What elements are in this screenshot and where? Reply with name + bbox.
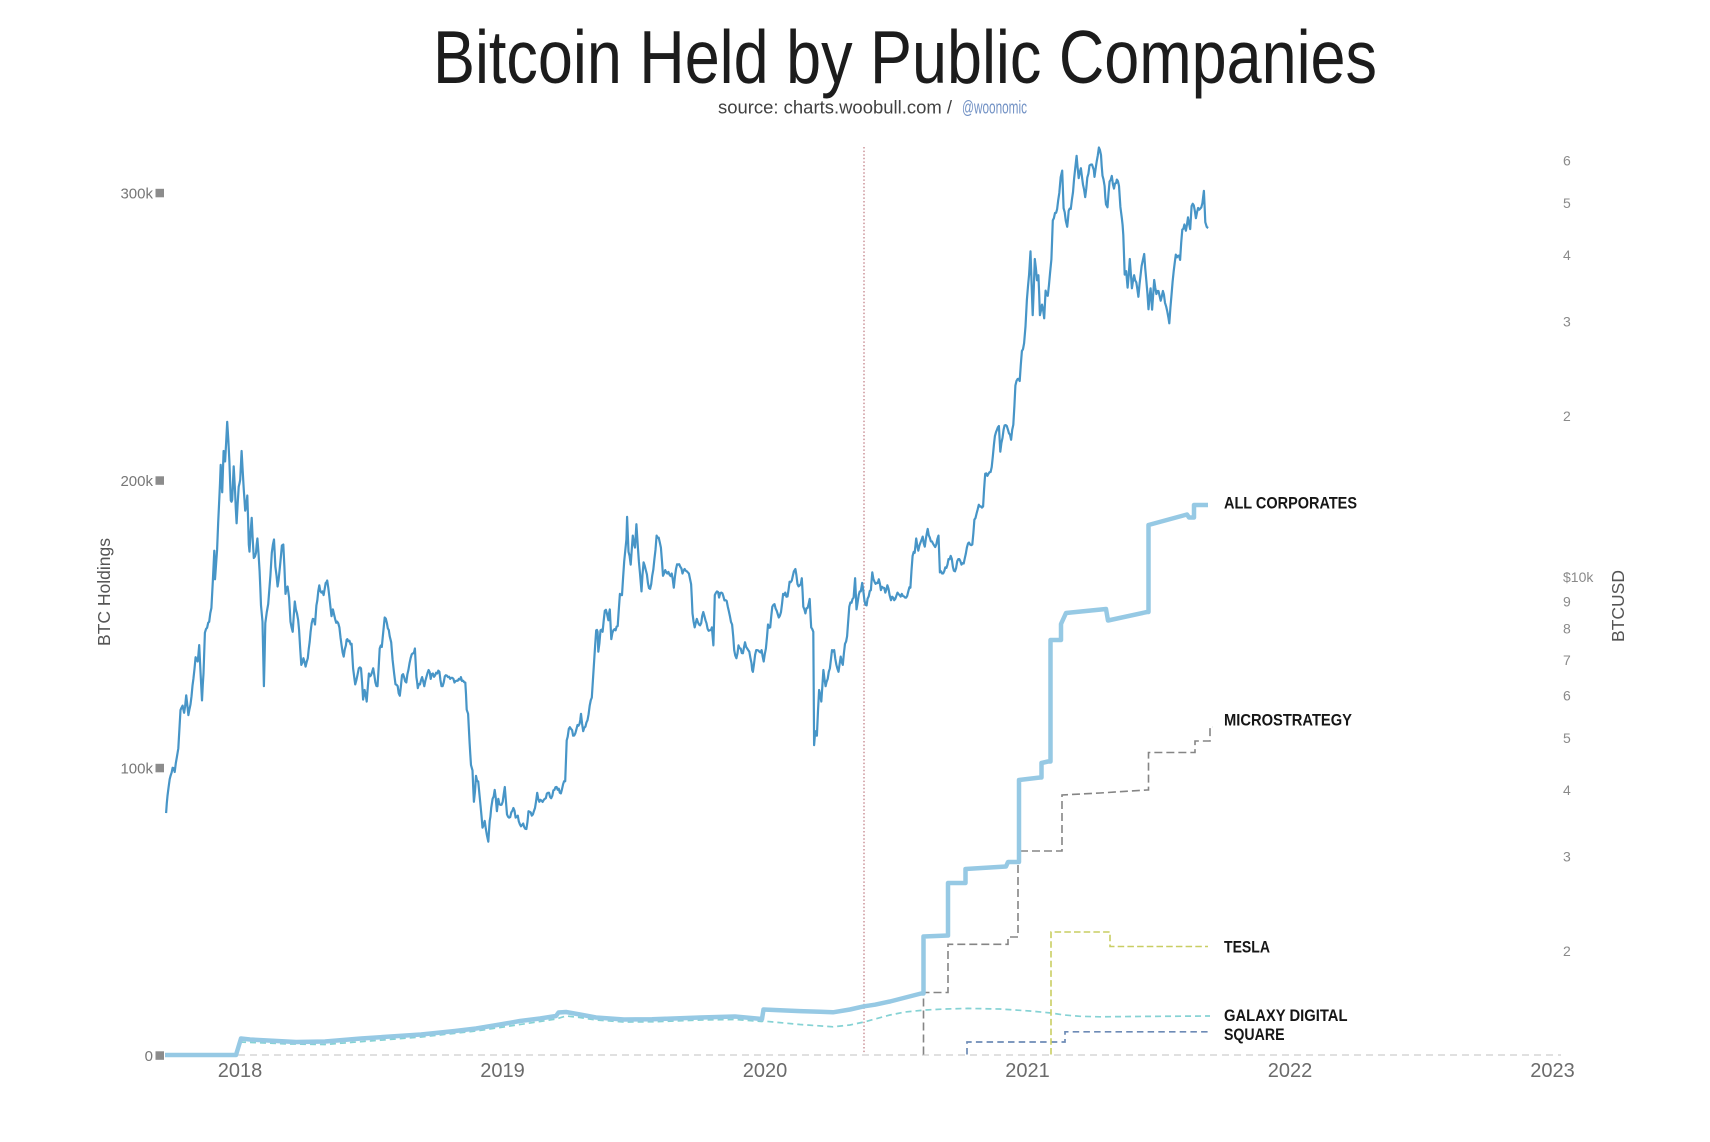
svg-text:ALL CORPORATES: ALL CORPORATES bbox=[1224, 495, 1357, 513]
svg-text:2019: 2019 bbox=[480, 1060, 525, 1082]
svg-text:300k: 300k bbox=[120, 185, 153, 202]
svg-text:2021: 2021 bbox=[1005, 1060, 1050, 1082]
svg-text:BTCUSD: BTCUSD bbox=[1608, 570, 1628, 642]
svg-text:6: 6 bbox=[1563, 688, 1571, 704]
svg-text:4: 4 bbox=[1563, 247, 1571, 263]
svg-text:3: 3 bbox=[1563, 314, 1571, 330]
svg-text:5: 5 bbox=[1563, 730, 1571, 746]
svg-text:7: 7 bbox=[1563, 652, 1571, 668]
svg-text:TESLA: TESLA bbox=[1224, 939, 1270, 957]
svg-text:2: 2 bbox=[1563, 943, 1571, 959]
svg-text:200k: 200k bbox=[120, 473, 153, 490]
svg-text:Bitcoin Held by Public Compani: Bitcoin Held by Public Companies bbox=[433, 15, 1377, 99]
svg-text:5: 5 bbox=[1563, 195, 1571, 211]
svg-text:8: 8 bbox=[1563, 621, 1571, 637]
svg-text:2020: 2020 bbox=[743, 1060, 788, 1082]
svg-text:2023: 2023 bbox=[1530, 1060, 1575, 1082]
svg-text:source: charts.woobull.com /: source: charts.woobull.com / bbox=[718, 97, 953, 118]
svg-text:100k: 100k bbox=[120, 760, 153, 777]
svg-text:4: 4 bbox=[1563, 782, 1571, 798]
svg-text:@woonomic: @woonomic bbox=[962, 97, 1027, 118]
svg-text:6: 6 bbox=[1563, 153, 1571, 169]
svg-text:2: 2 bbox=[1563, 408, 1571, 424]
svg-text:SQUARE: SQUARE bbox=[1224, 1026, 1285, 1044]
svg-text:GALAXY DIGITAL: GALAXY DIGITAL bbox=[1224, 1007, 1348, 1025]
svg-text:2022: 2022 bbox=[1268, 1060, 1313, 1082]
svg-text:2018: 2018 bbox=[218, 1060, 263, 1082]
svg-text:0: 0 bbox=[145, 1048, 153, 1065]
svg-text:9: 9 bbox=[1563, 593, 1571, 609]
svg-text:MICROSTRATEGY: MICROSTRATEGY bbox=[1224, 712, 1352, 730]
svg-text:$10k: $10k bbox=[1563, 569, 1594, 585]
svg-text:3: 3 bbox=[1563, 849, 1571, 865]
svg-text:BTC Holdings: BTC Holdings bbox=[94, 538, 114, 646]
